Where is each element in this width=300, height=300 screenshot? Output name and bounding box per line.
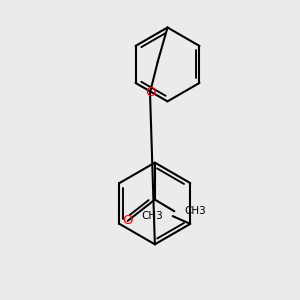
Text: O: O: [122, 214, 133, 227]
Text: CH3: CH3: [184, 206, 206, 216]
Text: CH3: CH3: [141, 211, 163, 221]
Text: O: O: [145, 86, 155, 99]
